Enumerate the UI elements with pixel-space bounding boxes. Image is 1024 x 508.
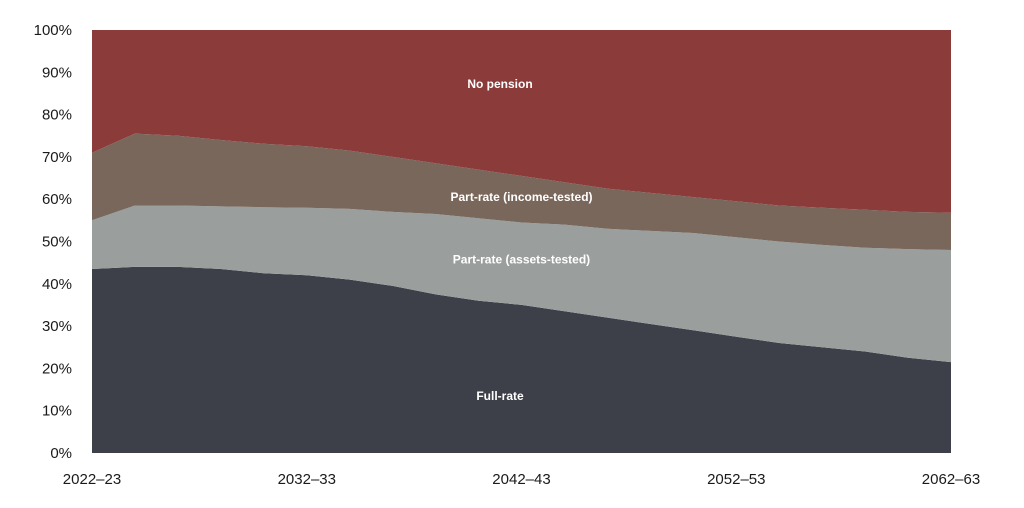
- series-label-0: Full-rate: [476, 389, 524, 403]
- y-tick-label: 100%: [34, 22, 72, 39]
- x-tick-label: 2032–33: [278, 471, 336, 488]
- y-tick-label: 90%: [42, 64, 72, 81]
- series-label-3: No pension: [467, 77, 532, 91]
- area-series-0: [92, 266, 951, 453]
- area-series-2: [92, 133, 951, 250]
- area-series-1: [92, 205, 951, 363]
- y-tick-label: 80%: [42, 107, 72, 124]
- x-tick-label: 2042–43: [492, 471, 550, 488]
- y-tick-label: 40%: [42, 276, 72, 293]
- series-label-2: Part-rate (income-tested): [450, 190, 592, 204]
- x-tick-label: 2062–63: [922, 471, 980, 488]
- x-tick-label: 2022–23: [63, 471, 121, 488]
- y-tick-label: 50%: [42, 234, 72, 251]
- x-tick-label: 2052–53: [707, 471, 765, 488]
- y-tick-label: 10%: [42, 403, 72, 420]
- y-tick-label: 70%: [42, 149, 72, 166]
- y-tick-label: 0%: [50, 445, 72, 462]
- area-series-3: [92, 30, 951, 213]
- y-tick-label: 20%: [42, 360, 72, 377]
- y-tick-label: 30%: [42, 318, 72, 335]
- y-tick-label: 60%: [42, 191, 72, 208]
- series-label-1: Part-rate (assets-tested): [453, 253, 590, 267]
